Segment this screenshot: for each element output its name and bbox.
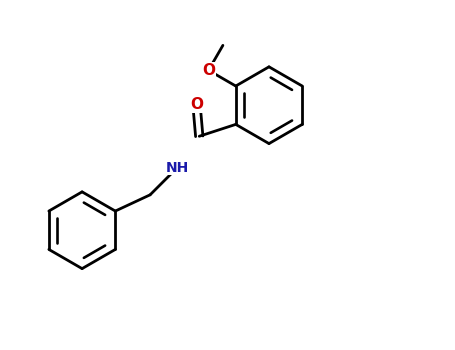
- Text: NH: NH: [166, 161, 189, 175]
- Text: O: O: [202, 63, 215, 78]
- Text: O: O: [190, 97, 203, 112]
